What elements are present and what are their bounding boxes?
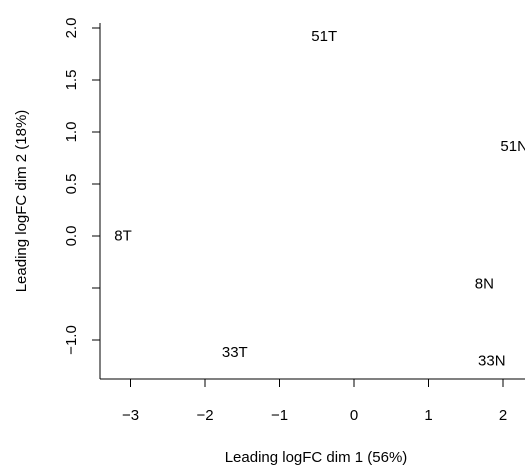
y-tick-label: 0.0: [63, 226, 80, 247]
sample-points: 51T 51N 8T 8N 33T 33N: [114, 28, 525, 369]
point-label-51t: 51T: [311, 28, 337, 45]
point-label-8n: 8N: [475, 275, 494, 292]
y-tick-label: 1.0: [63, 122, 80, 143]
y-axis-ticks: −1.0 0.0 0.5 1.0 1.5 2.0: [63, 18, 100, 355]
plot-frame: [99, 23, 525, 380]
x-axis-ticks: −3 −2 −1 0 1 2: [122, 379, 507, 424]
point-label-8t: 8T: [114, 228, 132, 245]
y-tick-label: 1.5: [63, 70, 80, 91]
y-tick-label: 2.0: [63, 18, 80, 39]
x-tick-label: 1: [424, 407, 432, 424]
point-label-33t: 33T: [222, 344, 248, 361]
x-axis-label: Leading logFC dim 1 (56%): [225, 449, 408, 466]
y-tick-label: −1.0: [63, 325, 80, 355]
x-tick-label: −3: [122, 407, 139, 424]
x-tick-label: 2: [499, 407, 507, 424]
y-axis-label: Leading logFC dim 2 (18%): [13, 110, 30, 293]
point-label-33n: 33N: [478, 352, 506, 369]
x-tick-label: −1: [271, 407, 288, 424]
y-tick-label: 0.5: [63, 174, 80, 195]
x-tick-label: 0: [350, 407, 358, 424]
x-tick-label: −2: [196, 407, 213, 424]
point-label-51n: 51N: [500, 138, 525, 155]
